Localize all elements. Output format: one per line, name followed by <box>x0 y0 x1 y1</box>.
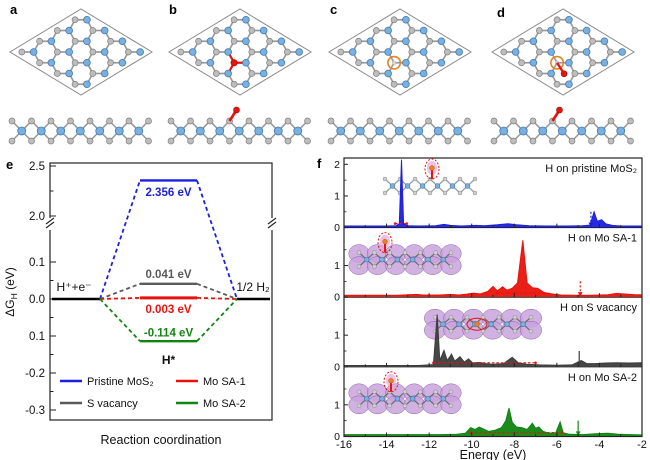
structure-panel-b <box>163 2 318 152</box>
f-x-tick: -12 <box>421 439 437 451</box>
svg-text:-0.2: -0.2 <box>25 368 45 380</box>
dos-panel-3 <box>344 308 642 367</box>
side-view <box>8 117 152 145</box>
f-x-tick: -6 <box>552 439 562 451</box>
e-y-axis-label: ΔGH (eV) <box>3 267 19 317</box>
dos-panel-title: H on S vacancy <box>560 302 638 314</box>
e-series-mo-sa-1: 0.003 eV <box>99 296 238 316</box>
svg-text:0: 0 <box>334 361 340 373</box>
top-view <box>9 8 153 96</box>
svg-text:-0.3: -0.3 <box>25 405 45 417</box>
h-adatom-side <box>233 106 240 114</box>
e-series-mo-sa-2: -0.114 eV <box>99 298 238 343</box>
f-x-tick: -10 <box>464 439 480 451</box>
h-highlight-circle <box>466 317 488 331</box>
side-view <box>327 117 471 145</box>
svg-text:1: 1 <box>334 260 340 272</box>
dos-chart: H on pristine MoS₂ 0 1 2 H on Mo SA-1 0 1 H on … <box>315 152 650 460</box>
dos-panel-title: H on pristine MoS₂ <box>545 163 637 175</box>
f-x-tick: -2 <box>637 439 647 451</box>
structure-panel-a <box>4 2 159 152</box>
svg-text:1: 1 <box>334 399 340 411</box>
vacancy-circle <box>387 55 402 70</box>
svg-text:0.1: 0.1 <box>29 331 45 343</box>
svg-text:2.5: 2.5 <box>29 161 45 173</box>
dos-inset-structure <box>382 158 478 196</box>
legend-label: S vacancy <box>87 398 138 410</box>
f-x-axis-label: Energy (eV) <box>460 448 527 460</box>
h-adatom <box>560 70 568 78</box>
svg-text:1: 1 <box>334 330 340 342</box>
e-value-label: 2.356 eV <box>145 187 191 199</box>
svg-text:0.1: 0.1 <box>29 257 45 269</box>
svg-text:0: 0 <box>334 222 340 234</box>
panel-label-d: d <box>497 5 505 20</box>
structure-svg-d <box>490 8 635 145</box>
e-state-intermediate: H* <box>162 353 176 367</box>
h-highlight-circle <box>424 158 440 180</box>
f-x-tick: -8 <box>509 439 519 451</box>
top-view <box>491 8 635 96</box>
free-energy-svg: 2.5 2.0 0.1 0.0 0.1 -0.2 -0.3 ΔGH (eV) 2.356 eV 0… <box>3 161 277 447</box>
dos-curve <box>344 240 642 297</box>
dos-curve <box>344 314 642 367</box>
svg-text:0: 0 <box>334 292 340 304</box>
h-adatom-side <box>556 106 563 114</box>
panel-label-e: e <box>6 157 14 172</box>
svg-text:0.0: 0.0 <box>29 294 45 306</box>
e-value-label: -0.114 eV <box>144 328 194 340</box>
h-highlight-circle <box>377 232 393 254</box>
e-series-s-vacancy: 0.041 eV <box>99 269 238 300</box>
dos-inset-structure <box>348 371 462 415</box>
dos-panel-2 <box>344 232 642 297</box>
structure-panel-d <box>486 2 641 152</box>
free-energy-chart: 2.5 2.0 0.1 0.0 0.1 -0.2 -0.3 ΔGH (eV) 2.356 eV 0… <box>0 152 320 460</box>
f-x-tick: -16 <box>336 439 352 451</box>
svg-text:1: 1 <box>334 190 340 202</box>
svg-text:2.0: 2.0 <box>29 211 45 223</box>
dos-svg: H on pristine MoS₂ 0 1 2 H on Mo SA-1 0 1 H on … <box>334 157 647 460</box>
f-x-tick: -4 <box>595 439 605 451</box>
dos-panel-title: H on Mo SA-2 <box>568 372 637 384</box>
side-view <box>490 106 634 145</box>
e-value-label: 0.041 eV <box>145 269 191 281</box>
legend-label: Mo SA-2 <box>203 398 246 410</box>
e-value-label: 0.003 eV <box>145 304 191 316</box>
svg-text:2: 2 <box>334 159 340 171</box>
structure-svg-a <box>8 8 153 145</box>
dos-curve <box>344 407 642 436</box>
panel-label-f: f <box>317 156 322 171</box>
dos-panel-1 <box>344 158 642 228</box>
panel-label-a: a <box>10 2 18 17</box>
legend-label: Mo SA-1 <box>203 376 246 388</box>
structure-svg-b <box>167 8 312 145</box>
dos-panel-4 <box>344 371 642 436</box>
e-x-axis-label: Reaction coordination <box>101 433 222 447</box>
e-state-initial: H⁺+e⁻ <box>56 280 91 294</box>
dos-curve <box>344 159 642 228</box>
panel-label-c: c <box>330 2 338 17</box>
vacancy-circle <box>550 55 565 70</box>
top-view <box>168 8 312 96</box>
e-series-pristine-mos₂: 2.356 eV <box>99 179 238 300</box>
e-state-final: 1/2 H₂ <box>236 280 270 294</box>
dos-panel-title: H on Mo SA-1 <box>568 233 637 245</box>
f-x-tick: -14 <box>379 439 395 451</box>
h-adatom <box>230 59 238 67</box>
svg-text:0: 0 <box>334 431 340 443</box>
structure-panel-c <box>323 2 478 152</box>
dos-inset-structure <box>424 308 542 340</box>
panel-label-b: b <box>169 2 177 17</box>
top-view <box>328 8 472 96</box>
legend-label: Pristine MoS₂ <box>87 376 154 388</box>
side-view <box>167 106 311 145</box>
structure-svg-c <box>327 8 472 145</box>
dos-inset-structure <box>348 232 462 275</box>
